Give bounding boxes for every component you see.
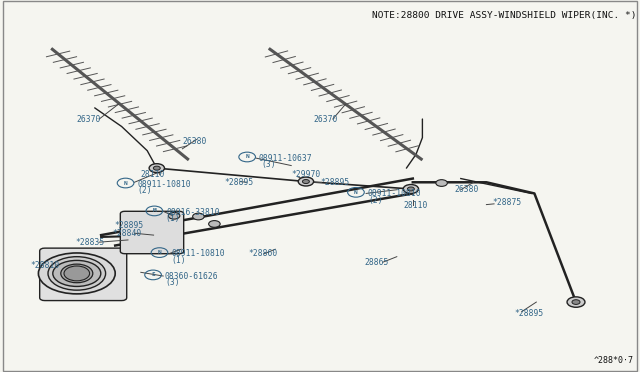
- Circle shape: [405, 186, 417, 192]
- Text: *28895: *28895: [514, 309, 543, 318]
- Text: 26380: 26380: [182, 137, 207, 146]
- Text: 28110: 28110: [403, 201, 428, 210]
- Text: (1): (1): [165, 214, 180, 223]
- Circle shape: [403, 185, 419, 193]
- Text: N: N: [245, 154, 249, 160]
- Circle shape: [168, 212, 180, 219]
- Circle shape: [298, 177, 314, 186]
- Text: *28875: *28875: [493, 198, 522, 207]
- Text: *28895: *28895: [320, 178, 349, 187]
- Text: NOTE:28800 DRIVE ASSY-WINDSHIELD WIPER(INC. *): NOTE:28800 DRIVE ASSY-WINDSHIELD WIPER(I…: [372, 11, 637, 20]
- Ellipse shape: [38, 253, 115, 294]
- Text: *28835: *28835: [76, 238, 105, 247]
- Text: N: N: [354, 190, 358, 195]
- Circle shape: [572, 300, 580, 304]
- Text: N: N: [157, 250, 161, 255]
- Text: (3): (3): [165, 278, 180, 287]
- Text: S: S: [151, 272, 155, 278]
- Circle shape: [193, 213, 204, 220]
- Circle shape: [151, 165, 163, 171]
- Text: (3): (3): [261, 160, 276, 169]
- Circle shape: [300, 178, 312, 185]
- Circle shape: [436, 180, 447, 186]
- Text: 08911-10810: 08911-10810: [172, 249, 225, 258]
- Circle shape: [209, 221, 220, 227]
- Text: *28860: *28860: [248, 249, 278, 258]
- Text: 26370: 26370: [77, 115, 101, 124]
- Text: N: N: [124, 180, 127, 186]
- Text: 08911-10810: 08911-10810: [368, 189, 421, 198]
- Text: *28840: *28840: [112, 229, 141, 238]
- Text: *28810: *28810: [31, 262, 60, 270]
- Text: 08911-10810: 08911-10810: [138, 180, 191, 189]
- Circle shape: [64, 266, 90, 281]
- Text: M: M: [152, 208, 156, 214]
- Text: (2): (2): [368, 196, 383, 205]
- Circle shape: [408, 187, 414, 191]
- Text: *28895: *28895: [224, 178, 253, 187]
- Circle shape: [303, 180, 309, 183]
- Ellipse shape: [48, 257, 106, 290]
- Circle shape: [149, 164, 164, 173]
- Text: *29970: *29970: [291, 170, 321, 179]
- Text: 26370: 26370: [314, 115, 338, 124]
- Text: 28110: 28110: [141, 170, 165, 179]
- Text: 08911-10637: 08911-10637: [259, 154, 312, 163]
- FancyBboxPatch shape: [40, 248, 127, 301]
- Ellipse shape: [52, 260, 101, 286]
- Text: 08360-61626: 08360-61626: [165, 272, 218, 280]
- Circle shape: [154, 166, 160, 170]
- FancyBboxPatch shape: [120, 211, 184, 254]
- Text: *28895: *28895: [114, 221, 143, 230]
- Ellipse shape: [61, 264, 93, 283]
- Text: 28865: 28865: [365, 258, 389, 267]
- Text: (2): (2): [138, 186, 152, 195]
- Text: 08916-33810: 08916-33810: [166, 208, 220, 217]
- Text: (1): (1): [172, 256, 186, 265]
- Text: ^288*0·7: ^288*0·7: [594, 356, 634, 365]
- Circle shape: [567, 297, 585, 307]
- Text: 26380: 26380: [454, 185, 479, 194]
